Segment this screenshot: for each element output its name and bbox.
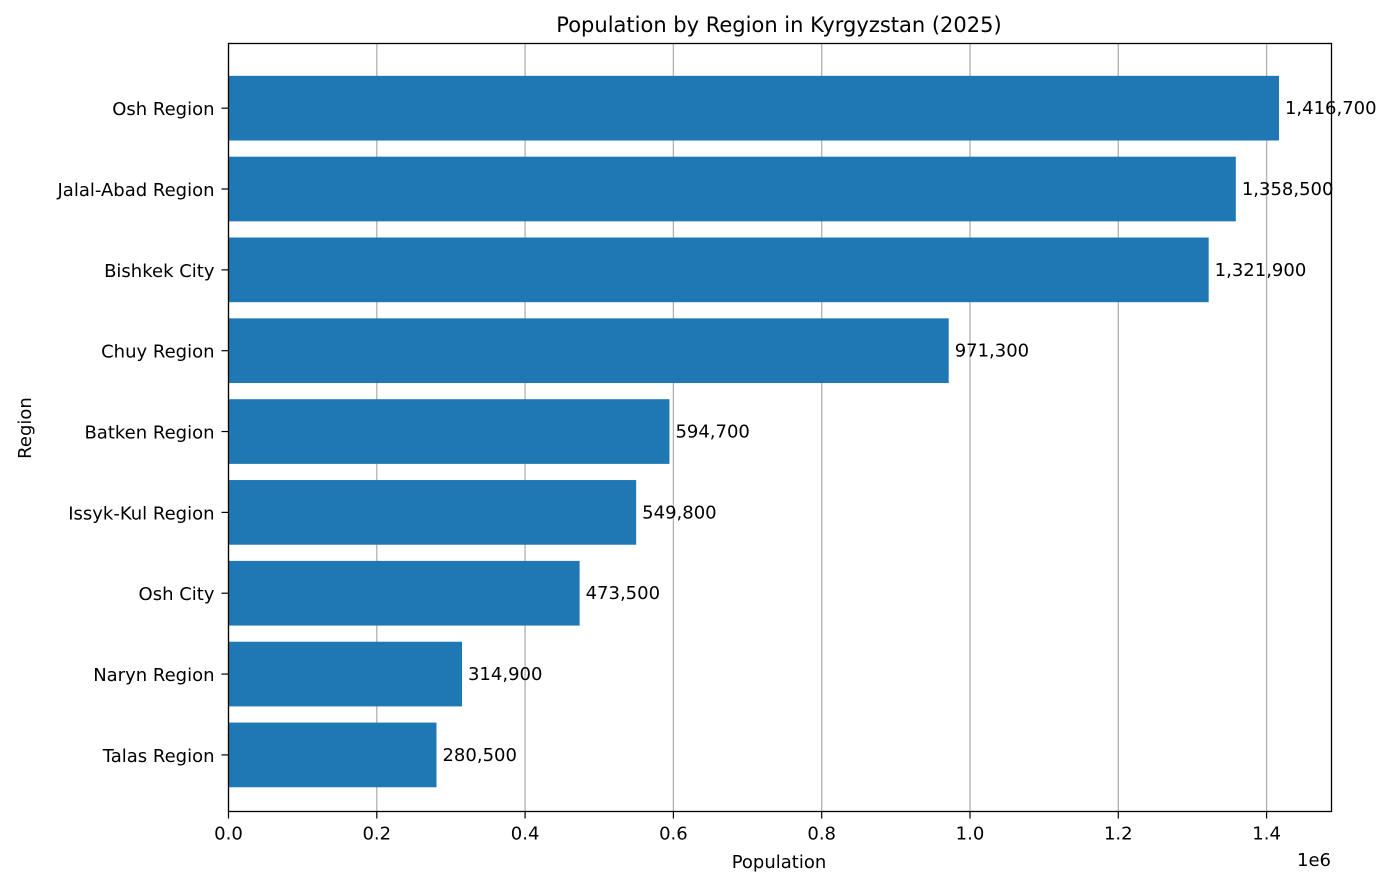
chart-title: Population by Region in Kyrgyzstan (2025… [556,13,1001,37]
x-axis-label: Population [732,852,827,873]
bars [228,75,1279,788]
x-tick-label: 1.4 [1252,824,1281,845]
x-tick-label: 0.4 [511,824,540,845]
bar-value-label: 1,358,500 [1242,179,1334,200]
bar-value-label: 971,300 [955,341,1029,362]
bar [228,480,637,545]
data-labels: 1,416,700 1,358,500 1,321,900 971,300 594,70… [442,98,1376,766]
bar [228,560,580,626]
bar [228,156,1236,222]
y-tick-label: Batken Region [84,423,214,444]
bar-value-label: 594,700 [675,422,749,443]
bar-value-label: 473,500 [586,583,660,604]
x-tick-label: 0.0 [214,824,243,845]
bar-value-label: 314,900 [468,664,542,685]
bar-value-label: 280,500 [442,745,516,766]
y-tick-label: Chuy Region [101,342,214,363]
plot-frame [227,42,1333,813]
bar [228,399,670,464]
bar [228,722,437,788]
x-tick-label: 0.8 [807,824,836,845]
x-tick-label: 1.0 [956,824,985,845]
x-tick-label: 1.2 [1104,824,1133,845]
y-tick-label: Naryn Region [93,665,214,686]
bar-value-label: 549,800 [642,502,716,523]
y-tick-label: Osh Region [112,99,214,120]
y-tick-label: Bishkek City [104,261,215,282]
bar-value-label: 1,321,900 [1215,260,1307,281]
bar [228,237,1209,303]
y-tick-label: Jalal-Abad Region [56,180,214,201]
y-tick-label: Osh City [139,584,215,605]
bar [228,318,949,384]
bar [228,75,1279,141]
x-axis-offset-text: 1e6 [1297,850,1331,871]
y-tick-labels: Osh Region Jalal-Abad Region Bishkek City C… [56,99,229,767]
y-axis-label: Region [15,397,36,459]
bar [228,641,462,707]
x-tick-labels: 0.0 0.2 0.4 0.6 0.8 1.0 1.2 1.4 [214,811,1281,845]
y-tick-label: Talas Region [102,746,215,767]
y-tick-label: Issyk-Kul Region [68,503,214,524]
x-tick-label: 0.6 [659,824,688,845]
x-tick-label: 0.2 [362,824,391,845]
bar-value-label: 1,416,700 [1285,98,1377,119]
